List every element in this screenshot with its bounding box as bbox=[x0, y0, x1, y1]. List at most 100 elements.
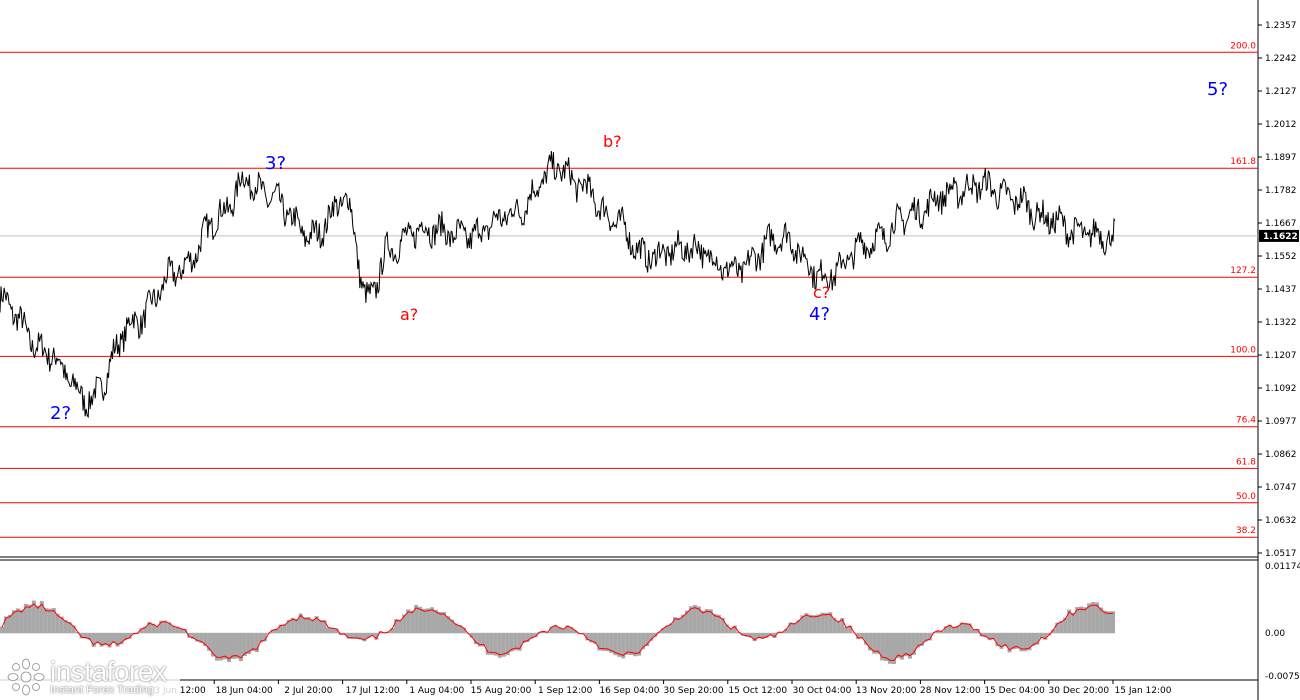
wave-label-c: c? bbox=[813, 283, 830, 302]
histogram-bar bbox=[43, 608, 48, 634]
histogram-bar bbox=[446, 616, 450, 634]
histogram-bar bbox=[613, 632, 618, 656]
histogram-bar bbox=[521, 632, 526, 643]
histogram-bar bbox=[676, 617, 681, 634]
histogram-bar bbox=[461, 627, 466, 634]
histogram-bar bbox=[155, 625, 160, 634]
wave-label-5: 5? bbox=[1207, 79, 1228, 100]
price-tick-label: 1.1207 bbox=[1265, 351, 1297, 361]
histogram-bar bbox=[812, 615, 817, 634]
histogram-bar bbox=[294, 619, 299, 634]
histogram-bar bbox=[828, 612, 833, 634]
histogram-bar bbox=[481, 632, 486, 647]
histogram-bar bbox=[792, 623, 797, 634]
time-tick-label: 17 Jul 12:00 bbox=[346, 686, 400, 696]
histogram-bar bbox=[215, 632, 220, 661]
histogram-bar bbox=[91, 632, 96, 647]
price-tick-label: 1.1897 bbox=[1265, 153, 1297, 163]
histogram-bar bbox=[310, 619, 315, 634]
histogram-bar bbox=[903, 632, 908, 657]
histogram-bar bbox=[665, 625, 670, 634]
price-tick-label: 1.1782 bbox=[1265, 186, 1297, 196]
histogram-bar bbox=[262, 632, 267, 642]
histogram-bar bbox=[83, 632, 88, 639]
time-tick-label: 15 Dec 04:00 bbox=[984, 686, 1045, 696]
histogram-bar bbox=[147, 622, 152, 634]
time-tick-label: 18 Jun 04:00 bbox=[216, 686, 273, 696]
histogram-bar bbox=[334, 628, 339, 634]
price-tick-label: 1.2127 bbox=[1265, 87, 1297, 97]
histogram-bar bbox=[824, 612, 829, 634]
histogram-bar bbox=[31, 600, 36, 634]
fib-level-label: 50.0 bbox=[1236, 492, 1256, 502]
histogram-bar bbox=[629, 632, 634, 656]
oscillator-tick-label: 0.00 bbox=[1265, 629, 1285, 639]
histogram-bar bbox=[995, 632, 1000, 647]
time-tick-label: 15 Aug 20:00 bbox=[471, 686, 532, 696]
histogram-bar bbox=[804, 613, 809, 634]
histogram-bar bbox=[712, 614, 717, 634]
histogram-bar bbox=[226, 632, 231, 662]
histogram-bar bbox=[254, 632, 259, 653]
histogram-bar bbox=[832, 617, 837, 634]
histogram-bar bbox=[250, 632, 255, 652]
histogram-bar bbox=[935, 630, 940, 634]
histogram-bar bbox=[414, 605, 419, 634]
histogram-bar bbox=[844, 626, 849, 634]
histogram-bar bbox=[589, 632, 594, 643]
histogram-bar bbox=[187, 632, 192, 638]
histogram-bar bbox=[326, 627, 331, 634]
price-tick-label: 1.1322 bbox=[1265, 318, 1297, 328]
fib-level-label: 61.8 bbox=[1236, 457, 1256, 467]
histogram-bar bbox=[1035, 632, 1040, 645]
histogram-bar bbox=[246, 632, 251, 655]
histogram-bar bbox=[95, 632, 100, 644]
histogram-bar bbox=[649, 632, 654, 641]
histogram-bar bbox=[565, 625, 570, 634]
histogram-bar bbox=[621, 632, 626, 659]
histogram-bar bbox=[947, 624, 952, 634]
price-tick-label: 1.1437 bbox=[1265, 285, 1297, 295]
histogram-bar bbox=[354, 632, 359, 639]
histogram-bar bbox=[696, 606, 701, 634]
histogram-bar bbox=[358, 632, 363, 640]
histogram-bar bbox=[453, 623, 458, 634]
histogram-bar bbox=[784, 628, 789, 634]
histogram-bar bbox=[159, 620, 164, 634]
time-tick-label: 3 Jun 12:00 bbox=[154, 686, 206, 696]
histogram-bar bbox=[864, 632, 869, 645]
wave-label-b: b? bbox=[603, 132, 622, 151]
time-tick-label: 30 Oct 04:00 bbox=[793, 686, 852, 696]
histogram-bar bbox=[975, 628, 980, 634]
histogram-bar bbox=[501, 632, 506, 657]
price-tick-label: 1.0747 bbox=[1265, 483, 1297, 493]
histogram-bar bbox=[438, 611, 443, 634]
histogram-bar bbox=[1103, 610, 1108, 634]
histogram-bar bbox=[907, 632, 912, 659]
histogram-bar bbox=[219, 632, 224, 661]
histogram-bar bbox=[1031, 632, 1036, 647]
histogram-bar bbox=[489, 632, 494, 655]
histogram-bar bbox=[856, 632, 861, 640]
histogram-bar bbox=[199, 632, 204, 643]
histogram-bar bbox=[119, 632, 124, 645]
time-tick-label: 15 Oct 12:00 bbox=[728, 686, 787, 696]
histogram-bar bbox=[840, 618, 845, 634]
histogram-bar bbox=[434, 609, 439, 634]
histogram-bar bbox=[688, 606, 693, 634]
histogram-bar bbox=[477, 632, 482, 647]
histogram-bar bbox=[979, 632, 984, 637]
histogram-bar bbox=[179, 628, 184, 634]
oscillator-tick-label: 0.01174 bbox=[1265, 562, 1300, 572]
histogram-bar bbox=[1083, 607, 1088, 634]
histogram-bar bbox=[788, 622, 793, 634]
histogram-bar bbox=[939, 631, 944, 634]
histogram-bar bbox=[1019, 632, 1024, 652]
histogram-bar bbox=[111, 632, 116, 643]
histogram-bar bbox=[756, 632, 761, 639]
histogram-bar bbox=[449, 619, 454, 634]
histogram-bar bbox=[724, 624, 729, 634]
histogram-bar bbox=[561, 628, 566, 634]
histogram-bar bbox=[748, 632, 753, 638]
histogram-bar bbox=[99, 632, 104, 647]
